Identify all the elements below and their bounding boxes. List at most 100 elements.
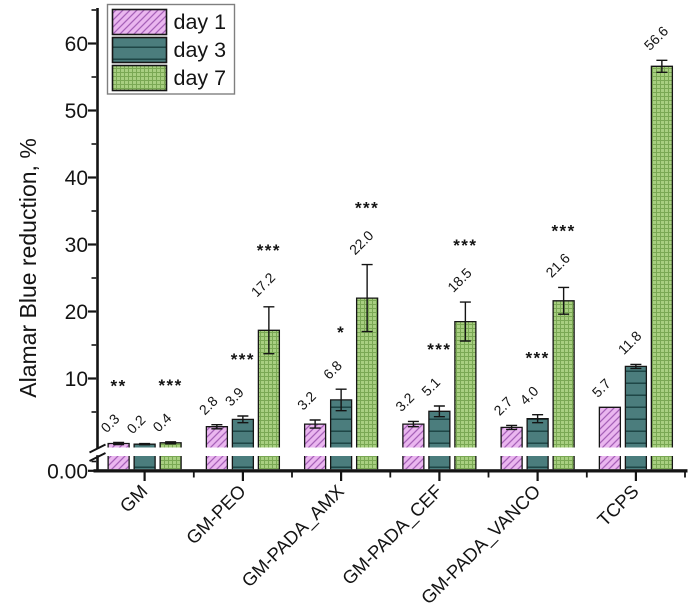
- error-bar: [335, 388, 347, 412]
- bar-stub-edges: [107, 456, 130, 470]
- y-tick-label: 40: [65, 167, 88, 190]
- bar-stub: [134, 456, 156, 470]
- value-label: 2.7: [490, 393, 515, 418]
- error-bar: [211, 424, 223, 430]
- bar-stub: [501, 456, 523, 470]
- x-tick-label: GM-PADA_CEF: [338, 480, 447, 589]
- bar-stub-edges: [329, 456, 353, 470]
- x-axis-line: [93, 469, 688, 473]
- error-bar: [113, 441, 125, 446]
- bar-stub-edges: [500, 456, 523, 470]
- error-bar: [630, 363, 642, 370]
- bar-upper: [402, 423, 425, 448]
- value-label: 0.4: [149, 410, 174, 435]
- y-tick-label: 10: [65, 368, 88, 391]
- significance-stars: ***: [551, 221, 575, 240]
- significance-stars: *: [337, 323, 345, 342]
- y-tick-label: 30: [65, 234, 88, 257]
- legend-swatch-diagonal: [111, 8, 168, 36]
- significance-stars: ***: [453, 236, 477, 255]
- bar-stub: [428, 456, 450, 470]
- value-label: 2.8: [196, 393, 221, 418]
- value-label: 0.2: [123, 411, 148, 436]
- bar-stub: [304, 456, 326, 470]
- value-label: 5.7: [589, 375, 614, 400]
- bar-stub: [625, 456, 647, 470]
- bar-stub: [454, 456, 476, 470]
- bar-stub-edges: [205, 456, 229, 470]
- bar-stub-edges: [133, 456, 156, 470]
- legend: day 1 day 3 day 7: [106, 3, 236, 95]
- x-axis: GM GM-PEOGM-PADA_AMXGM-PADA_CEFGM-PADA_VA…: [93, 469, 688, 609]
- significance-stars: ***: [355, 199, 379, 218]
- significance-stars: ***: [257, 241, 281, 260]
- y-tick-label: 50: [65, 100, 88, 123]
- value-label: 5.1: [418, 374, 443, 399]
- legend-label: day 1: [174, 10, 227, 34]
- bar-stub-edges: [355, 456, 379, 470]
- error-bar: [361, 263, 373, 333]
- bar-upper: [650, 65, 674, 448]
- error-bar: [237, 415, 249, 424]
- bar-upper: [552, 300, 575, 448]
- value-label: 56.6: [641, 23, 672, 54]
- bar-stub-edges: [526, 456, 549, 470]
- value-label: 0.3: [97, 410, 122, 435]
- y-axis-line: [96, 8, 99, 473]
- x-tick-label: GM: [115, 480, 151, 516]
- bar-stub: [232, 456, 254, 470]
- error-bar: [433, 405, 445, 418]
- bar-upper: [624, 365, 648, 448]
- error-bar: [139, 442, 151, 446]
- error-bar: [263, 306, 275, 355]
- bar-stub-edges: [598, 456, 622, 470]
- bar-stub: [402, 456, 424, 470]
- value-label: 11.8: [615, 328, 645, 358]
- x-tick-label: TCPS: [593, 480, 643, 530]
- bar-upper: [500, 426, 523, 448]
- bar-stub: [160, 456, 182, 470]
- bar-stub-edges: [650, 456, 674, 470]
- error-bar: [656, 59, 668, 73]
- value-label: 3.2: [294, 388, 319, 413]
- x-tick-label: GM-PEO: [182, 480, 250, 548]
- value-label: 3.2: [392, 389, 417, 414]
- significance-stars: ***: [525, 349, 549, 368]
- axis-break-marks: [89, 443, 106, 462]
- y-tick-label: 0.00: [47, 460, 88, 483]
- legend-label: day 7: [174, 66, 227, 90]
- error-bar: [309, 419, 321, 429]
- bar-stub-edges: [552, 456, 575, 470]
- bar-stub: [599, 456, 621, 470]
- legend-swatch-horizontal: [111, 36, 168, 64]
- bar-stub-edges: [231, 456, 255, 470]
- bar-upper: [598, 406, 622, 448]
- legend-label: day 3: [174, 38, 227, 62]
- significance-stars: ***: [427, 340, 451, 359]
- y-tick-label: 60: [65, 33, 88, 56]
- bar-stub: [258, 456, 280, 470]
- legend-swatch-grid: [111, 64, 168, 92]
- bar-stub-edges: [159, 456, 182, 470]
- bar-stub-edges: [428, 456, 451, 470]
- bar-stub-edges: [624, 456, 648, 470]
- bar-stub-edges: [454, 456, 477, 470]
- bar-upper: [231, 418, 255, 448]
- value-label: 17.2: [248, 269, 279, 300]
- value-label: 3.9: [222, 384, 247, 409]
- y-axis: 0.00 10 20 30 40 50 60: [47, 8, 106, 483]
- error-bar: [165, 441, 177, 445]
- bar-stub: [553, 456, 575, 470]
- error-bar: [407, 420, 419, 428]
- error-bar: [532, 414, 544, 424]
- bar-stub: [356, 456, 378, 470]
- value-label: 4.0: [516, 383, 541, 408]
- bar-stub: [527, 456, 549, 470]
- bar-stub: [651, 456, 673, 470]
- y-axis-title: Alamar Blue reduction, %: [15, 138, 41, 398]
- bar-upper: [205, 426, 229, 448]
- y-tick-label: 20: [65, 301, 88, 324]
- error-bar: [558, 286, 570, 315]
